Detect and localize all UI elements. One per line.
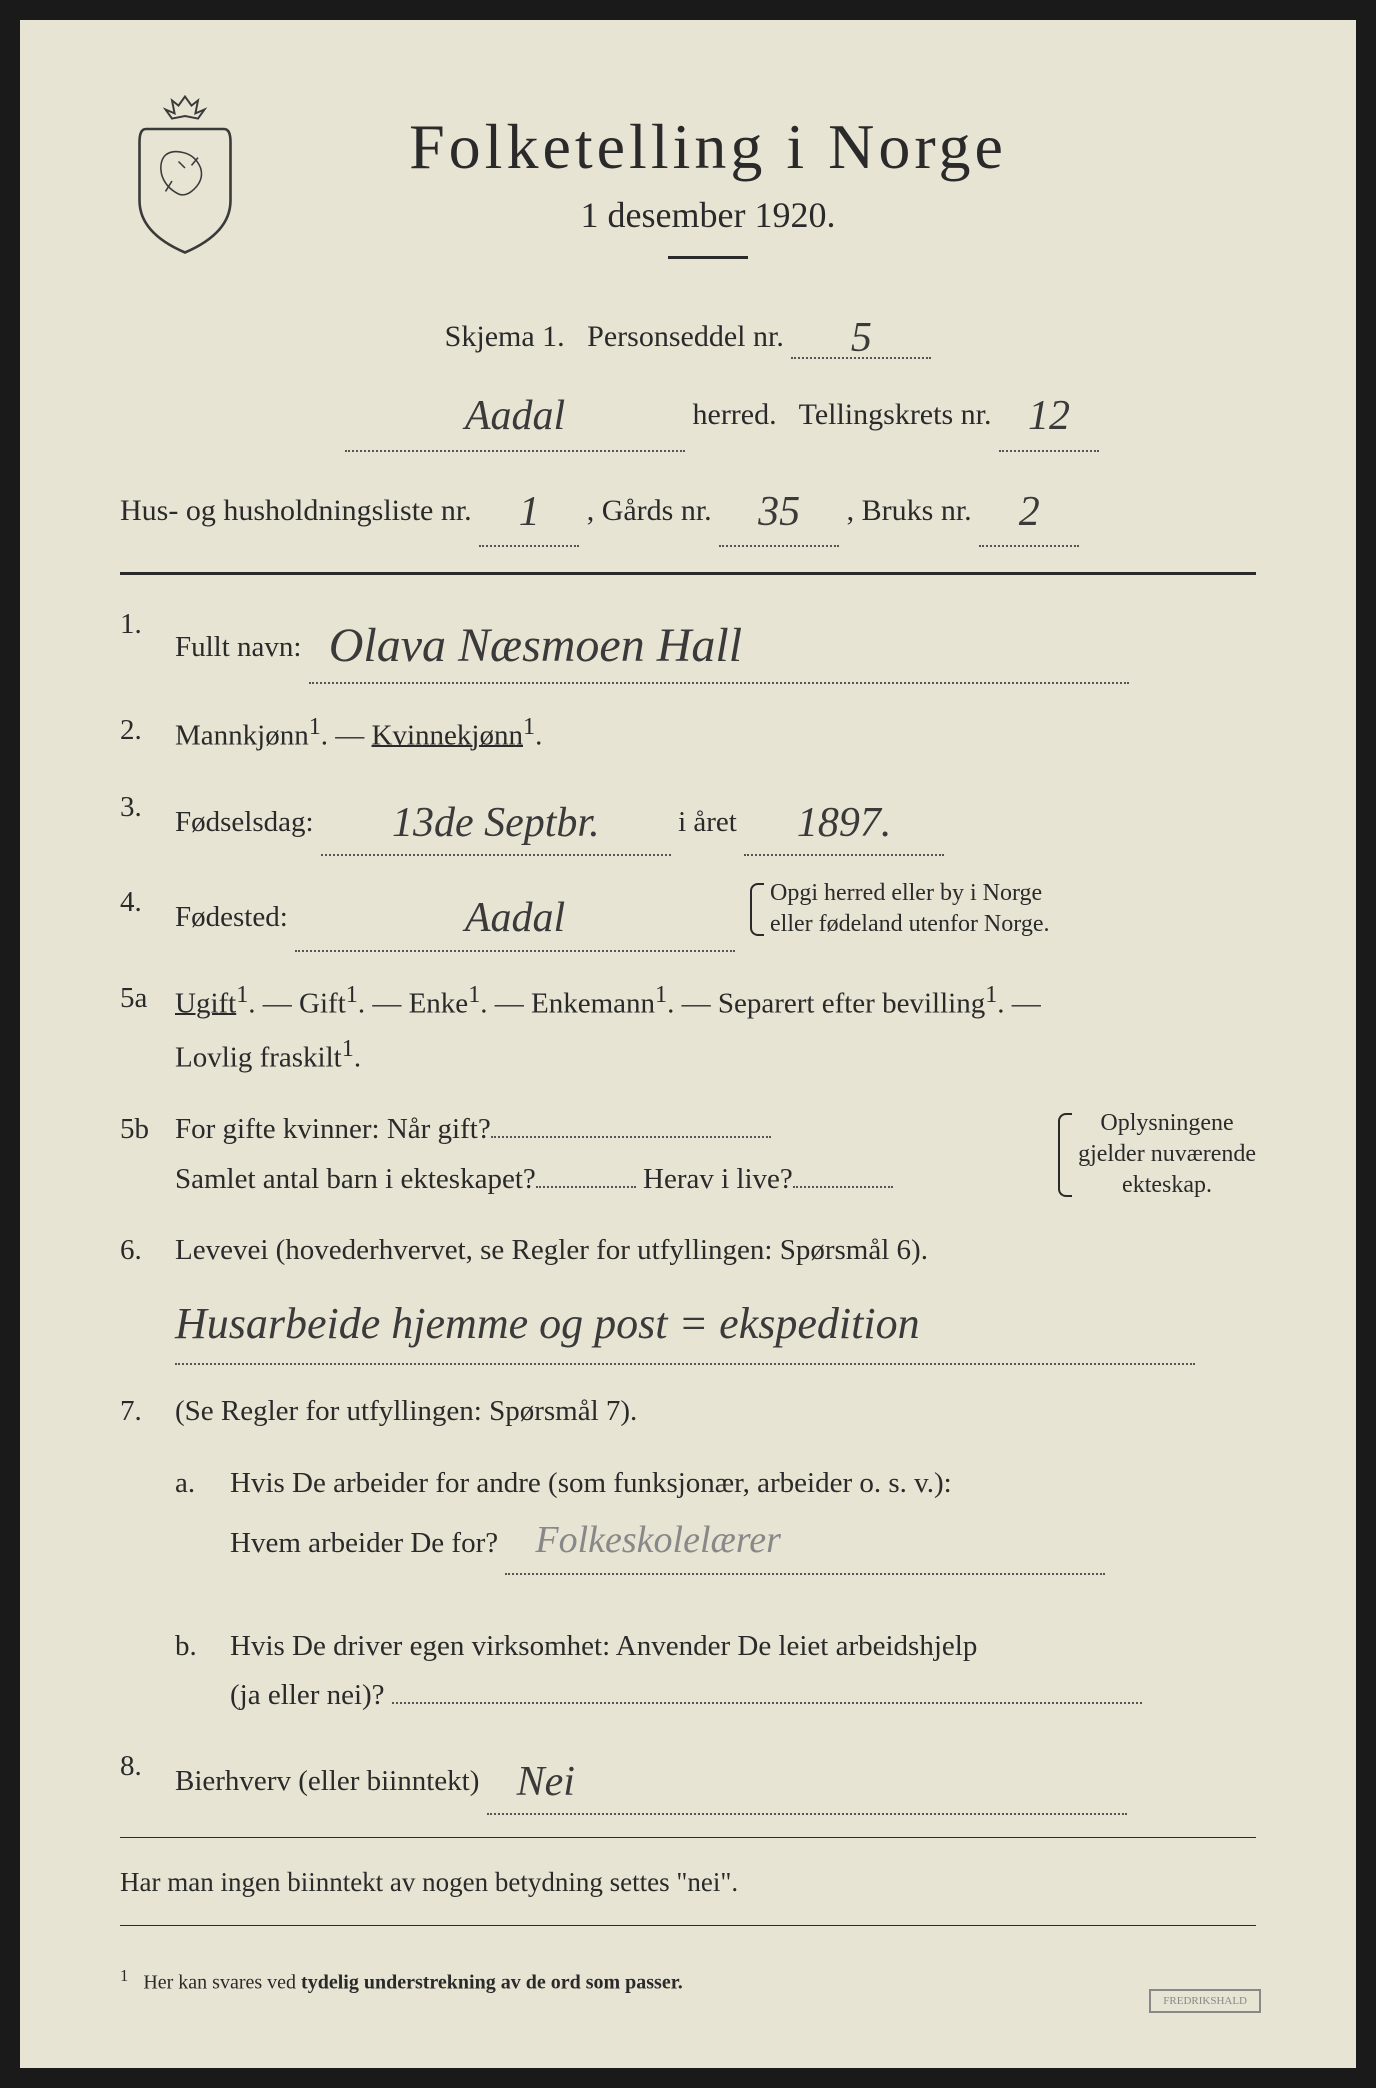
q5b-label1: For gifte kvinner: Når gift?	[175, 1113, 491, 1145]
q7a-value: Folkeskolelærer	[505, 1508, 1105, 1575]
q5a-body: Ugift1. — Gift1. — Enke1. — Enkemann1. —…	[175, 974, 1256, 1084]
q1-body: Fullt navn: Olava Næsmoen Hall	[175, 600, 1256, 684]
q5a-ugift: Ugift	[175, 987, 236, 1019]
q1-num: 1.	[120, 600, 175, 684]
printer-stamp: FREDRIKSHALD	[1149, 1989, 1261, 2013]
q6-num: 6.	[120, 1226, 175, 1365]
q3-body: Fødselsdag: 13de Septbr. i året 1897.	[175, 783, 1256, 856]
q2: 2. Mannkjønn1. — Kvinnekjønn1.	[120, 706, 1256, 761]
q7: 7. (Se Regler for utfyllingen: Spørsmål …	[120, 1387, 1256, 1436]
q8-num: 8.	[120, 1742, 175, 1815]
q4: 4. Fødested: Aadal Opgi herred eller by …	[120, 878, 1256, 951]
divider-2	[120, 1837, 1256, 1838]
coat-of-arms-icon	[120, 90, 250, 250]
gards-nr: 35	[719, 470, 839, 548]
q3-num: 3.	[120, 783, 175, 856]
q4-body: Fødested: Aadal Opgi herred eller by i N…	[175, 878, 1256, 951]
q2-kvinne: Kvinnekjønn	[372, 719, 523, 751]
q4-label: Fødested:	[175, 901, 288, 933]
q5a-fraskilt: Lovlig fraskilt	[175, 1042, 342, 1074]
q4-note: Opgi herred eller by i Norge eller fødel…	[750, 878, 1049, 940]
q8-value: Nei	[487, 1742, 1127, 1815]
subtitle: 1 desember 1920.	[290, 194, 1126, 236]
crest-svg	[120, 90, 250, 259]
q6-body: Levevei (hovederhvervet, se Regler for u…	[175, 1226, 1256, 1365]
q3-year: 1897.	[744, 783, 944, 856]
q4-value: Aadal	[295, 878, 735, 951]
q5a-enke: Enke	[409, 987, 469, 1019]
q5a-gift: Gift	[299, 987, 346, 1019]
q6-value: Husarbeide hjemme og post = ekspedition	[175, 1275, 1195, 1365]
household-line: Hus- og husholdningsliste nr. 1 , Gårds …	[120, 470, 1256, 548]
schema-line: Skjema 1. Personseddel nr. 5	[120, 309, 1256, 359]
tellingskrets-nr: 12	[999, 374, 1099, 452]
herred-label: herred.	[693, 398, 777, 431]
q7-label: (Se Regler for utfyllingen: Spørsmål 7).	[175, 1395, 637, 1427]
q1: 1. Fullt navn: Olava Næsmoen Hall	[120, 600, 1256, 684]
q2-num: 2.	[120, 706, 175, 761]
footnote: 1 Her kan svares ved tydelig understrekn…	[120, 1966, 1256, 1995]
q8: 8. Bierhverv (eller biinntekt) Nei	[120, 1742, 1256, 1815]
q5b: 5b For gifte kvinner: Når gift? Samlet a…	[120, 1105, 1256, 1204]
q3-label: Fødselsdag:	[175, 806, 314, 838]
bruks-label: , Bruks nr.	[847, 494, 972, 527]
q5b-body: For gifte kvinner: Når gift? Samlet anta…	[175, 1105, 1256, 1204]
main-title: Folketelling i Norge	[290, 110, 1126, 184]
q8-body: Bierhverv (eller biinntekt) Nei	[175, 1742, 1256, 1815]
tellingskrets-label: Tellingskrets nr.	[799, 398, 992, 431]
q4-num: 4.	[120, 878, 175, 951]
herred-name: Aadal	[345, 374, 685, 452]
q7a-body: Hvis De arbeider for andre (som funksjon…	[230, 1459, 1256, 1575]
q7a-num: a.	[175, 1459, 230, 1575]
q7b: b. Hvis De driver egen virksomhet: Anven…	[120, 1622, 1256, 1721]
personseddel-nr: 5	[791, 309, 931, 359]
title-rule	[668, 256, 748, 259]
herred-line: Aadal herred. Tellingskrets nr. 12	[345, 374, 1256, 452]
q7b-label1: Hvis De driver egen virksomhet: Anvender…	[230, 1630, 977, 1662]
q5a: 5a Ugift1. — Gift1. — Enke1. — Enkemann1…	[120, 974, 1256, 1084]
q6: 6. Levevei (hovederhvervet, se Regler fo…	[120, 1226, 1256, 1365]
q7-body: (Se Regler for utfyllingen: Spørsmål 7).	[175, 1387, 1256, 1436]
q7-num: 7.	[120, 1387, 175, 1436]
personseddel-label: Personseddel nr.	[587, 320, 784, 353]
q7a-label2: Hvem arbeider De for?	[230, 1527, 498, 1559]
q3-year-label: i året	[678, 806, 737, 838]
divider-3	[120, 1925, 1256, 1926]
q3-day: 13de Septbr.	[321, 783, 671, 856]
q5a-enkemann: Enkemann	[531, 987, 655, 1019]
q7b-num: b.	[175, 1622, 230, 1721]
q6-label: Levevei (hovederhvervet, se Regler for u…	[175, 1234, 928, 1266]
q5b-note: Oplysningene gjelder nuværende ekteskap.	[1058, 1108, 1256, 1202]
header: Folketelling i Norge 1 desember 1920.	[120, 110, 1256, 259]
q5b-label3: Herav i live?	[643, 1163, 793, 1195]
gards-label: , Gårds nr.	[587, 494, 712, 527]
divider-1	[120, 572, 1256, 575]
note-bottom: Har man ingen biinntekt av nogen betydni…	[120, 1858, 1256, 1907]
title-block: Folketelling i Norge 1 desember 1920.	[290, 110, 1256, 259]
liste-nr: 1	[479, 470, 579, 548]
q2-mann: Mannkjønn	[175, 719, 309, 751]
q5a-separert: Separert efter bevilling	[718, 987, 985, 1019]
q7b-label2: (ja eller nei)?	[230, 1679, 385, 1711]
q8-label: Bierhverv (eller biinntekt)	[175, 1765, 479, 1797]
q7b-body: Hvis De driver egen virksomhet: Anvender…	[230, 1622, 1256, 1721]
q1-label: Fullt navn:	[175, 631, 301, 663]
bruks-nr: 2	[979, 470, 1079, 548]
q7a-label1: Hvis De arbeider for andre (som funksjon…	[230, 1467, 952, 1499]
census-form-page: Folketelling i Norge 1 desember 1920. Sk…	[20, 20, 1356, 2068]
q7a: a. Hvis De arbeider for andre (som funks…	[120, 1459, 1256, 1575]
q2-body: Mannkjønn1. — Kvinnekjønn1.	[175, 706, 1256, 761]
q1-value: Olava Næsmoen Hall	[309, 600, 1129, 684]
q5a-num: 5a	[120, 974, 175, 1084]
schema-label: Skjema 1.	[445, 320, 565, 353]
q5b-num: 5b	[120, 1105, 175, 1204]
q5b-label2: Samlet antal barn i ekteskapet?	[175, 1163, 536, 1195]
household-prefix: Hus- og husholdningsliste nr.	[120, 494, 472, 527]
q3: 3. Fødselsdag: 13de Septbr. i året 1897.	[120, 783, 1256, 856]
